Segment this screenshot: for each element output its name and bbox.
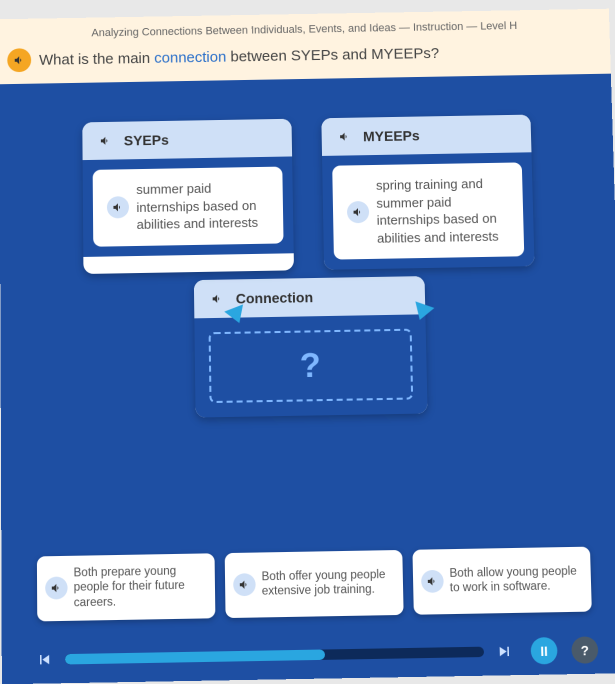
pause-button[interactable]: II	[530, 637, 557, 664]
connection-audio-button[interactable]	[206, 288, 228, 311]
connection-dropzone[interactable]: ?	[208, 329, 413, 403]
question-audio-button[interactable]	[7, 48, 31, 72]
answer-text: Both allow young people to work in softw…	[449, 564, 583, 596]
speaker-icon	[238, 579, 250, 592]
answers-row: Both prepare young people for their futu…	[1, 546, 615, 622]
diagram-area: SYEPs summer paid internships based on a…	[0, 74, 615, 528]
myeeps-desc: spring training and summer paid internsh…	[376, 175, 510, 247]
skip-forward-icon	[495, 642, 514, 661]
answer-audio-button[interactable]	[45, 577, 68, 600]
myeeps-desc-audio-button[interactable]	[346, 201, 368, 223]
skip-back-icon	[35, 650, 53, 669]
syeps-desc-audio-button[interactable]	[106, 196, 128, 218]
speaker-icon	[426, 576, 438, 589]
connection-title: Connection	[236, 289, 314, 306]
syeps-audio-button[interactable]	[94, 130, 116, 152]
speaker-icon	[338, 131, 350, 143]
connection-card: Connection ?	[193, 276, 427, 417]
rewind-button[interactable]	[32, 647, 57, 672]
answer-option[interactable]: Both allow young people to work in softw…	[412, 547, 591, 615]
syeps-title: SYEPs	[124, 132, 169, 149]
answer-text: Both prepare young people for their futu…	[74, 564, 208, 611]
answer-audio-button[interactable]	[233, 574, 256, 597]
speaker-icon	[211, 293, 223, 305]
pause-label: II	[540, 643, 548, 659]
speaker-icon	[13, 54, 25, 66]
answer-audio-button[interactable]	[421, 570, 444, 593]
question-text: What is the main connection between SYEP…	[39, 42, 602, 68]
progress-fill	[65, 649, 325, 664]
answer-text: Both offer young people extensive job tr…	[261, 568, 395, 600]
help-label: ?	[581, 642, 590, 658]
forward-button[interactable]	[492, 639, 517, 664]
speaker-icon	[111, 202, 123, 214]
help-button[interactable]: ?	[571, 636, 598, 663]
answer-option[interactable]: Both prepare young people for their futu…	[37, 553, 215, 621]
progress-bar[interactable]	[65, 647, 484, 665]
myeeps-audio-button[interactable]	[333, 126, 355, 148]
speaker-icon	[99, 135, 111, 147]
syeps-desc: summer paid internships based on abiliti…	[136, 179, 269, 234]
myeeps-card: MYEEPs spring training and summer paid i…	[321, 115, 534, 270]
myeeps-title: MYEEPs	[363, 127, 420, 144]
dropzone-placeholder: ?	[299, 346, 321, 386]
syeps-card: SYEPs summer paid internships based on a…	[82, 119, 294, 274]
speaker-icon	[351, 206, 363, 218]
speaker-icon	[50, 582, 62, 595]
answer-option[interactable]: Both offer young people extensive job tr…	[225, 550, 404, 618]
